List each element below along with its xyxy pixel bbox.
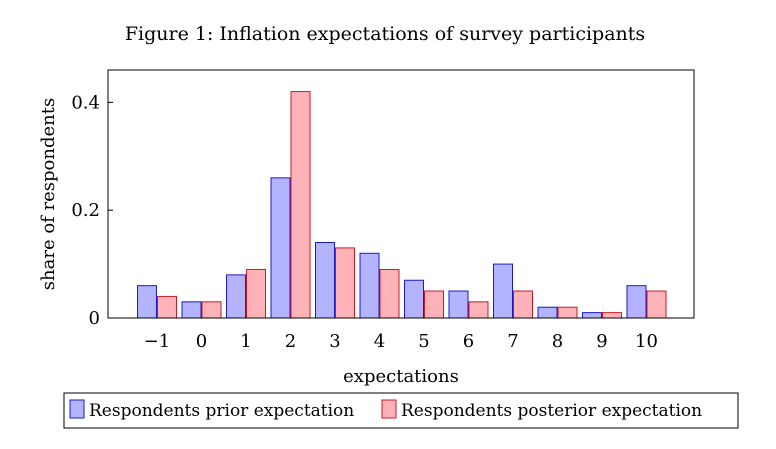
x-tick-label-3: 2 xyxy=(285,331,296,352)
x-tick-label-5: 4 xyxy=(374,331,385,352)
bar-prior-11 xyxy=(626,285,647,319)
y-tick-label-0: 0 xyxy=(89,308,100,329)
plot-frame xyxy=(107,69,695,319)
legend-label-posterior: Respondents posterior expectation xyxy=(401,401,702,421)
bar-posterior-10 xyxy=(602,312,622,319)
legend: Respondents prior expectation Respondent… xyxy=(63,392,739,429)
bars-group xyxy=(137,91,667,319)
x-tick-label-9: 8 xyxy=(552,331,563,352)
y-tick-label-2: 0.4 xyxy=(71,92,100,113)
bar-prior-4 xyxy=(315,242,335,319)
bar-prior-5 xyxy=(359,252,380,319)
bar-posterior-3 xyxy=(290,91,311,319)
bar-prior-7 xyxy=(448,290,469,319)
x-tick-label-1: 0 xyxy=(196,331,207,352)
bar-prior-10 xyxy=(582,312,602,319)
x-axis-label: expectations xyxy=(343,366,459,387)
x-tick-label-10: 9 xyxy=(596,331,607,352)
bar-posterior-4 xyxy=(335,247,355,319)
bar-prior-3 xyxy=(270,177,291,319)
bar-posterior-6 xyxy=(424,290,444,319)
bar-posterior-2 xyxy=(246,268,266,319)
bar-posterior-5 xyxy=(379,268,400,319)
legend-swatch-prior xyxy=(69,399,85,419)
bar-prior-0 xyxy=(137,285,157,319)
bar-posterior-1 xyxy=(201,301,222,319)
x-tick-label-4: 3 xyxy=(329,331,340,352)
legend-swatch-posterior xyxy=(381,399,397,419)
y-tick-label-1: 0.2 xyxy=(71,200,100,221)
x-tick-label-2: 1 xyxy=(240,331,251,352)
bar-prior-8 xyxy=(493,263,513,319)
x-tick-label-7: 6 xyxy=(463,331,474,352)
y-axis-ticks: 0 0.2 0.4 xyxy=(71,92,113,329)
x-axis-ticks: −1 0 1 2 3 4 5 6 7 8 9 10 xyxy=(144,331,658,352)
x-tick-label-6: 5 xyxy=(418,331,429,352)
chart-title: Figure 1: Inflation expectations of surv… xyxy=(125,23,645,45)
legend-box xyxy=(63,392,739,429)
x-tick-label-8: 7 xyxy=(507,331,518,352)
legend-label-prior: Respondents prior expectation xyxy=(89,401,354,421)
bar-prior-2 xyxy=(226,274,246,319)
bar-posterior-9 xyxy=(557,306,578,319)
bar-posterior-11 xyxy=(646,290,667,319)
bar-posterior-7 xyxy=(468,301,489,319)
x-tick-label-11: 10 xyxy=(635,331,658,352)
x-tick-label-0: −1 xyxy=(144,331,171,352)
bar-prior-6 xyxy=(404,279,424,319)
bar-prior-9 xyxy=(537,306,558,319)
y-axis-label: share of respondents xyxy=(38,98,59,290)
bar-posterior-0 xyxy=(157,295,177,319)
bar-prior-1 xyxy=(181,301,202,319)
bar-posterior-8 xyxy=(513,290,533,319)
